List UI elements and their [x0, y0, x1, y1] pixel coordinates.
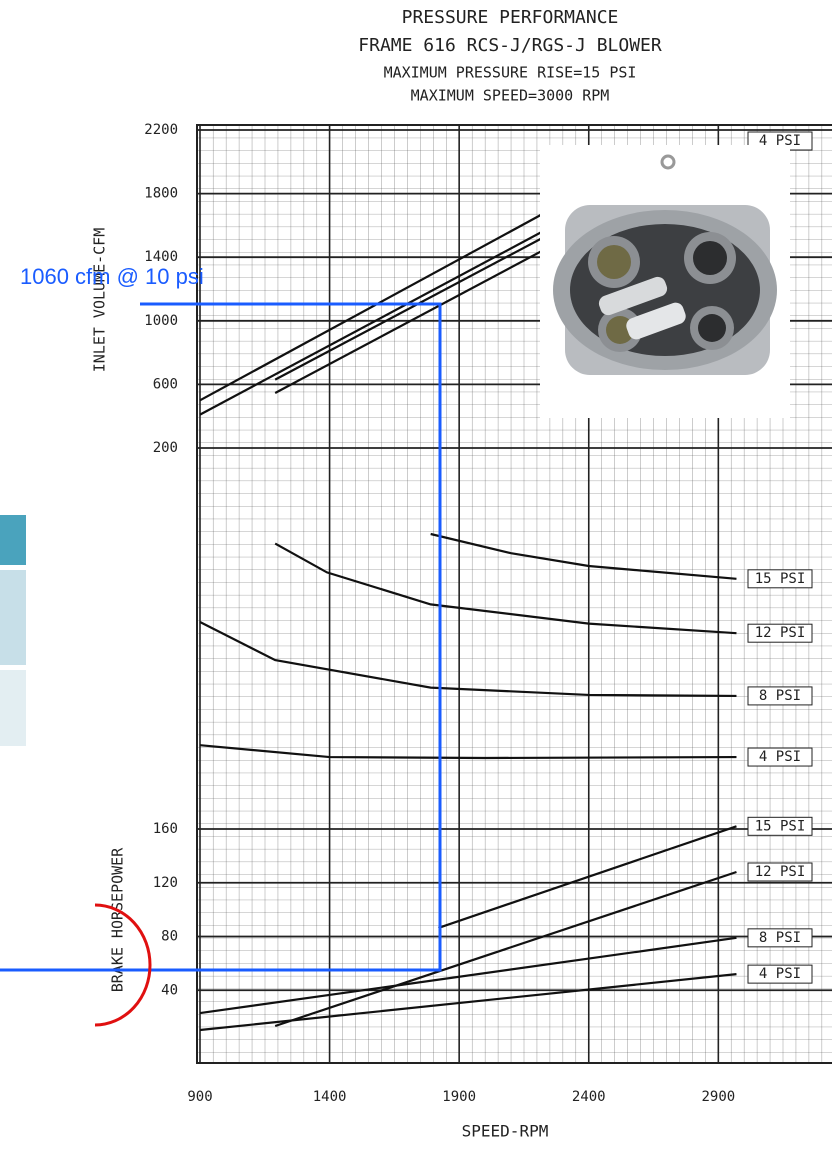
chart-title: PRESSURE PERFORMANCE — [402, 7, 619, 28]
series-label: 4 PSI — [759, 749, 801, 765]
series-label: 12 PSI — [755, 625, 806, 641]
y-tick-label: 2200 — [144, 122, 178, 138]
subtitle: FRAME 616 RCS-J/RGS-J BLOWER — [358, 35, 662, 56]
series-label: 4 PSI — [759, 966, 801, 982]
side-block — [0, 570, 26, 665]
blower-photo — [540, 145, 790, 418]
x-tick-label: 1900 — [442, 1089, 476, 1105]
y-tick-label: 160 — [153, 821, 178, 837]
y-tick-label: 40 — [161, 982, 178, 998]
series-label: 15 PSI — [755, 571, 806, 587]
side-block — [0, 515, 26, 565]
y-tick-label: 1400 — [144, 249, 178, 265]
x-tick-label: 1400 — [313, 1089, 347, 1105]
y-tick-label: 1800 — [144, 186, 178, 202]
series-label: 8 PSI — [759, 688, 801, 704]
y-axis-label: INLET VOLUME-CFM — [91, 228, 109, 373]
y-tick-label: 600 — [153, 376, 178, 392]
y-tick-label: 1000 — [144, 313, 178, 329]
y-tick-label: 80 — [161, 929, 178, 945]
y-tick-label: 200 — [153, 440, 178, 456]
series-label: 8 PSI — [759, 930, 801, 946]
chart: PRESSURE PERFORMANCE FRAME 616 RCS-J/RGS… — [0, 0, 832, 1151]
subtitle: MAXIMUM PRESSURE RISE=15 PSI — [384, 64, 637, 82]
x-axis-label: SPEED-RPM — [462, 1122, 549, 1141]
subtitle: MAXIMUM SPEED=3000 RPM — [411, 87, 610, 105]
series-label: 12 PSI — [755, 864, 806, 880]
x-tick-label: 900 — [187, 1089, 212, 1105]
series-label: 15 PSI — [755, 818, 806, 834]
side-block — [0, 670, 26, 746]
x-tick-label: 2400 — [572, 1089, 606, 1105]
annotation: 1060 cfm @ 10 psi — [20, 264, 204, 289]
y-tick-label: 120 — [153, 875, 178, 891]
x-tick-label: 2900 — [701, 1089, 735, 1105]
